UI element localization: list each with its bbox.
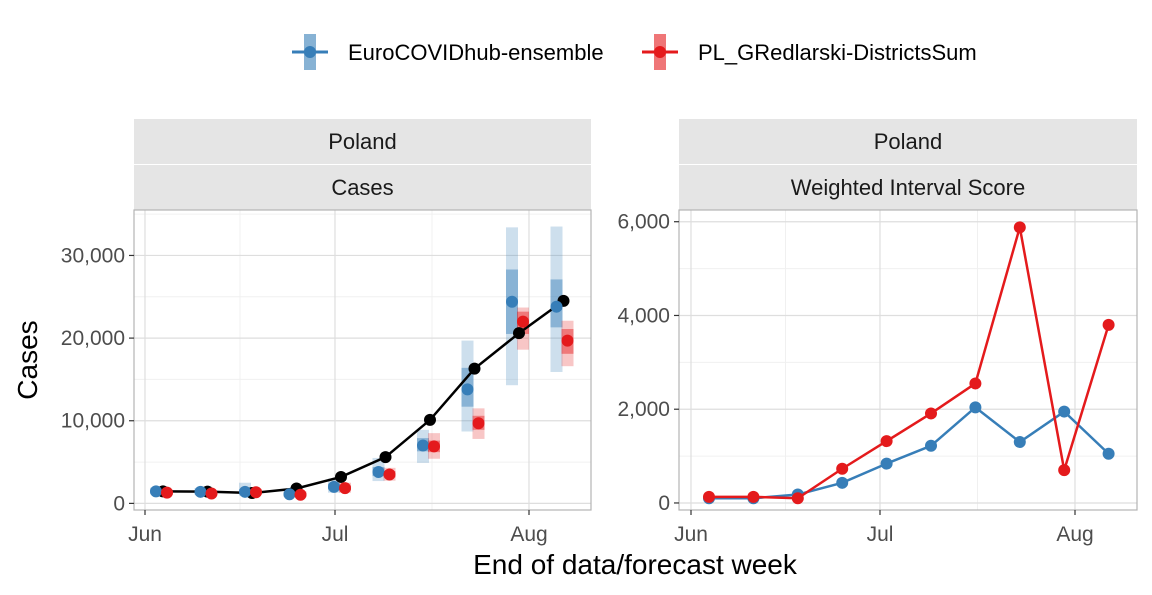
panel-cases: Poland Cases 0 10,000 20,000 30,000 Jun Jul Au… (61, 119, 592, 546)
strip-bottom-label: Weighted Interval Score (791, 175, 1025, 200)
score-point-0 (969, 401, 982, 414)
axes: 0 2,000 4,000 6,000 Jun Jul Aug (617, 211, 1093, 546)
x-tick-label: Aug (510, 523, 547, 546)
forecast-medians (150, 295, 574, 501)
forecast-median-0 (283, 488, 296, 501)
observed-line (162, 299, 565, 495)
score-point-0 (1013, 436, 1026, 449)
score-point-1 (969, 377, 982, 390)
y-tick-label: 6,000 (617, 211, 670, 234)
score-point-0 (880, 457, 893, 470)
observed-point (335, 470, 347, 483)
outer-interval-0 (550, 226, 563, 372)
score-point-1 (1058, 464, 1071, 477)
y-axis-title: Cases (12, 320, 43, 399)
score-point-1 (747, 490, 760, 503)
score-series (703, 221, 1115, 505)
y-tick-label: 10,000 (61, 410, 125, 433)
forecast-median-0 (372, 465, 385, 478)
score-line-0 (709, 405, 1110, 500)
x-tick-label: Jul (867, 523, 894, 546)
forecast-median-1 (339, 482, 351, 495)
grid (134, 210, 591, 510)
panel-border (133, 209, 592, 511)
y-tick-label: 20,000 (61, 327, 125, 350)
score-point-0 (836, 476, 849, 489)
observed-point (379, 451, 392, 464)
x-tick-label: Jul (322, 523, 349, 546)
forecast-median-0 (328, 480, 340, 493)
strip-top-label: Poland (328, 129, 397, 154)
strip-top-cases (134, 119, 591, 164)
axes: 0 10,000 20,000 30,000 Jun Jul Aug (61, 244, 548, 546)
forecast-median-0 (194, 485, 207, 498)
forecast-intervals (150, 226, 574, 498)
x-tick-label: Jun (674, 523, 708, 546)
score-point-1 (1102, 318, 1115, 331)
y-tick-label: 4,000 (617, 304, 670, 327)
score-point-0 (1102, 447, 1115, 460)
forecast-median-1 (428, 440, 440, 453)
strip-bottom-wis (679, 165, 1137, 210)
observed-point (513, 327, 525, 340)
strip-bottom-label: Cases (331, 175, 393, 200)
forecast-median-0 (506, 295, 518, 308)
score-point-1 (1013, 221, 1026, 234)
strip-top-label: Poland (874, 129, 943, 154)
y-tick-label: 30,000 (61, 244, 125, 267)
observed-point (424, 413, 436, 426)
forecast-median-0 (550, 300, 563, 313)
legend-label-gredlarski: PL_GRedlarski-DistrictsSum (698, 40, 977, 65)
x-tick-label: Jun (128, 523, 162, 546)
y-tick-label: 0 (658, 492, 670, 515)
observed-point (468, 362, 481, 375)
score-point-1 (836, 462, 849, 475)
score-point-1 (703, 490, 715, 503)
panel-wis: Poland Weighted Interval Score 0 2,000 4,0… (617, 119, 1138, 546)
legend: EuroCOVIDhub-ensemble PL_GRedlarski-Dist… (292, 34, 977, 70)
y-tick-label: 2,000 (617, 398, 670, 421)
legend-key-gredlarski (642, 34, 678, 70)
grid (679, 210, 1137, 510)
forecast-median-1 (383, 468, 396, 481)
forecast-median-1 (250, 486, 262, 499)
forecast-median-1 (561, 334, 574, 347)
strip-top-wis (679, 119, 1137, 164)
forecast-median-1 (294, 488, 307, 501)
score-point-1 (791, 492, 804, 505)
legend-key-ensemble (292, 34, 328, 70)
forecast-median-0 (150, 485, 162, 498)
score-point-1 (925, 407, 937, 420)
y-tick-label: 0 (113, 492, 125, 515)
legend-label-ensemble: EuroCOVIDhub-ensemble (348, 40, 604, 65)
score-point-0 (925, 439, 937, 452)
x-tick-label: Aug (1056, 523, 1093, 546)
forecast-median-0 (417, 439, 429, 452)
x-axis-title: End of data/forecast week (473, 549, 798, 580)
panel-border (678, 209, 1138, 511)
score-point-1 (880, 435, 893, 448)
forecast-median-0 (461, 383, 474, 396)
score-line-1 (709, 227, 1110, 500)
forecast-median-1 (205, 487, 218, 500)
forecast-median-0 (239, 485, 251, 498)
score-point-0 (1058, 405, 1071, 418)
forecast-median-1 (472, 417, 485, 430)
forecast-median-1 (161, 486, 173, 499)
forecast-median-1 (517, 315, 529, 328)
strip-bottom-cases (134, 165, 591, 210)
